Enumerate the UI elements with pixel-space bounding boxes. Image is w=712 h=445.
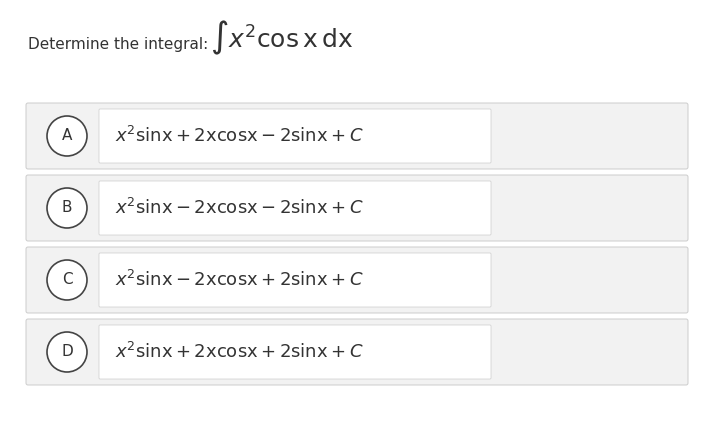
Text: C: C [62,272,73,287]
Text: $x^2\mathsf{sinx} + 2\mathsf{xcosx} - 2\mathsf{sinx} + \mathit{C}$: $x^2\mathsf{sinx} + 2\mathsf{xcosx} - 2\… [115,126,364,146]
FancyBboxPatch shape [99,181,491,235]
FancyBboxPatch shape [26,247,688,313]
Text: $\int x^2\mathsf{cos}\,\mathsf{x}\,\mathsf{d}\mathsf{x}$: $\int x^2\mathsf{cos}\,\mathsf{x}\,\math… [210,19,353,57]
Circle shape [47,188,87,228]
Circle shape [47,116,87,156]
Text: B: B [62,201,72,215]
Text: $x^2\mathsf{sinx} - 2\mathsf{xcosx} + 2\mathsf{sinx} + \mathit{C}$: $x^2\mathsf{sinx} - 2\mathsf{xcosx} + 2\… [115,270,364,290]
FancyBboxPatch shape [26,175,688,241]
Circle shape [47,332,87,372]
Text: D: D [61,344,73,360]
FancyBboxPatch shape [99,109,491,163]
FancyBboxPatch shape [99,325,491,379]
Text: $x^2\mathsf{sinx} - 2\mathsf{xcosx} - 2\mathsf{sinx} + \mathit{C}$: $x^2\mathsf{sinx} - 2\mathsf{xcosx} - 2\… [115,198,364,218]
Text: Determine the integral:: Determine the integral: [28,37,208,53]
Circle shape [47,260,87,300]
FancyBboxPatch shape [99,253,491,307]
FancyBboxPatch shape [26,319,688,385]
Text: A: A [62,129,72,143]
FancyBboxPatch shape [26,103,688,169]
Text: $x^2\mathsf{sinx} + 2\mathsf{xcosx} + 2\mathsf{sinx} + \mathit{C}$: $x^2\mathsf{sinx} + 2\mathsf{xcosx} + 2\… [115,342,364,362]
